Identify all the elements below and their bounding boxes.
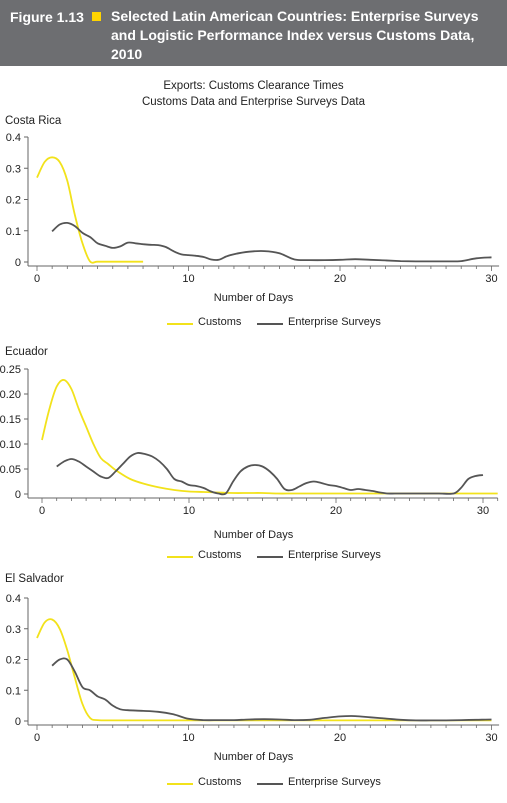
x-tick-label: 30 bbox=[485, 732, 497, 744]
y-tick-label: 0.3 bbox=[6, 624, 21, 636]
panel-title: El Salvador bbox=[5, 573, 64, 585]
y-tick-label: 0.15 bbox=[0, 414, 21, 426]
x-tick-label: 20 bbox=[334, 273, 346, 285]
x-tick-label: 10 bbox=[182, 732, 194, 744]
y-tick-label: 0.25 bbox=[0, 364, 21, 376]
yellow-square-icon bbox=[92, 12, 101, 21]
x-tick-label: 10 bbox=[183, 505, 195, 517]
panel-ecuador: Ecuador 0 0.05 0.10 0.15 0.20 0.25 0 10 20 30 Num… bbox=[0, 346, 507, 576]
x-axis-label: Number of Days bbox=[213, 751, 294, 763]
panel-title: Costa Rica bbox=[5, 115, 62, 127]
x-tick-label: 20 bbox=[334, 732, 346, 744]
y-tick-label: 0.3 bbox=[6, 163, 21, 175]
enterprise-legend-label: Enterprise Surveys bbox=[288, 316, 381, 328]
line-chart-ecuador: 0 0.05 0.10 0.15 0.20 0.25 0 10 20 30 bbox=[0, 364, 499, 517]
customs-series-line bbox=[36, 156, 144, 264]
figure-number: Figure 1.13 bbox=[10, 9, 84, 25]
y-tick-label: 0.1 bbox=[6, 685, 21, 697]
enterprise-surveys-series-line bbox=[51, 657, 492, 722]
x-tick-label: 10 bbox=[182, 273, 194, 285]
x-tick-label: 20 bbox=[330, 505, 342, 517]
enterprise-surveys-series-line bbox=[51, 221, 492, 263]
enterprise-legend-label: Enterprise Surveys bbox=[288, 549, 381, 561]
customs-legend-swatch bbox=[167, 556, 193, 558]
y-tick-label: 0.20 bbox=[0, 389, 21, 401]
x-tick-label: 30 bbox=[485, 273, 497, 285]
customs-series-line bbox=[36, 618, 492, 722]
y-tick-label: 0.05 bbox=[0, 464, 21, 476]
legend: Customs Enterprise Surveys bbox=[0, 549, 507, 565]
panel-el-salvador: El Salvador 0 0.1 0.2 0.3 0.4 0 10 20 30 Number … bbox=[0, 573, 507, 803]
customs-legend-label: Customs bbox=[198, 776, 242, 788]
customs-legend-swatch bbox=[167, 323, 193, 325]
y-tick-label: 0.2 bbox=[6, 655, 21, 667]
x-tick-label: 30 bbox=[477, 505, 489, 517]
panel-costa-rica: Costa Rica 0 0.1 0.2 0.3 0.4 0 10 20 30 Number o… bbox=[0, 115, 507, 345]
line-chart-costa-rica: 0 0.1 0.2 0.3 0.4 0 10 20 30 bbox=[6, 132, 500, 285]
y-tick-label: 0.10 bbox=[0, 439, 21, 451]
y-tick-label: 0.4 bbox=[6, 593, 21, 605]
y-tick-label: 0.1 bbox=[6, 226, 21, 238]
figure-title: Selected Latin American Countries: Enter… bbox=[111, 8, 479, 62]
legend: Customs Enterprise Surveys bbox=[0, 776, 507, 792]
customs-legend-label: Customs bbox=[198, 549, 242, 561]
y-tick-label: 0 bbox=[15, 489, 21, 501]
x-tick-label: 0 bbox=[39, 505, 45, 517]
y-tick-label: 0.4 bbox=[6, 132, 21, 144]
y-tick-label: 0 bbox=[15, 716, 21, 728]
x-tick-label: 0 bbox=[34, 273, 40, 285]
enterprise-legend-swatch bbox=[257, 556, 283, 558]
enterprise-legend-swatch bbox=[257, 323, 283, 325]
customs-legend-swatch bbox=[167, 783, 193, 785]
x-tick-label: 0 bbox=[34, 732, 40, 744]
x-axis-label: Number of Days bbox=[213, 529, 294, 541]
line-chart-el-salvador: 0 0.1 0.2 0.3 0.4 0 10 20 30 bbox=[6, 593, 500, 744]
legend: Customs Enterprise Surveys bbox=[0, 316, 507, 332]
chart-title-line1: Exports: Customs Clearance Times bbox=[163, 80, 344, 92]
figure-header: Figure 1.13 Selected Latin American Coun… bbox=[0, 0, 507, 66]
panel-title: Ecuador bbox=[5, 346, 48, 358]
x-axis-label: Number of Days bbox=[213, 292, 294, 304]
customs-legend-label: Customs bbox=[198, 316, 242, 328]
enterprise-surveys-series-line bbox=[56, 452, 484, 496]
y-tick-label: 0.2 bbox=[6, 195, 21, 207]
chart-title-line2: Customs Data and Enterprise Surveys Data bbox=[141, 96, 366, 108]
enterprise-legend-swatch bbox=[257, 783, 283, 785]
enterprise-legend-label: Enterprise Surveys bbox=[288, 776, 381, 788]
y-tick-label: 0 bbox=[15, 257, 21, 269]
